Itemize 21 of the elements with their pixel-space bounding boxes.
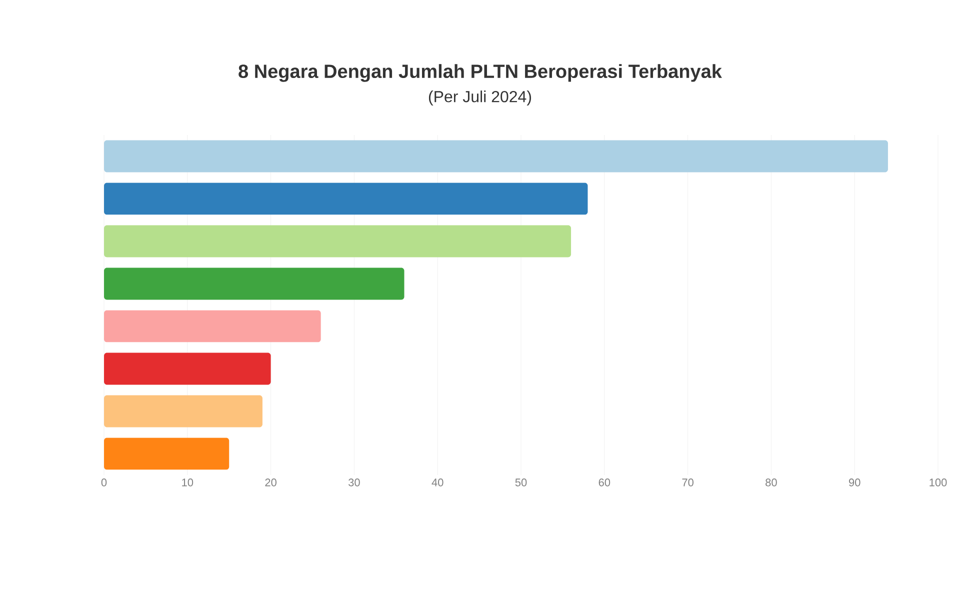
x-tick-label: 30 <box>348 478 360 486</box>
bar <box>104 395 262 428</box>
bar <box>104 438 230 470</box>
chart-title: 8 Negara Dengan Jumlah PLTN Beroperasi Terbanyak <box>238 64 722 82</box>
x-tick-label: 70 <box>682 478 694 486</box>
x-tick-label: 50 <box>515 478 527 486</box>
x-tick-label: 80 <box>766 478 777 486</box>
x-tick-label: 10 <box>182 478 194 486</box>
x-tick-label: 100 <box>930 478 947 486</box>
bar <box>104 140 888 172</box>
x-tick-label: 90 <box>849 478 860 486</box>
x-tick-label: 40 <box>432 478 444 486</box>
bar <box>104 352 271 385</box>
bar <box>104 182 588 215</box>
x-tick-label: 20 <box>265 478 276 486</box>
x-tick-label: 0 <box>101 478 107 486</box>
x-tick-label: 60 <box>598 478 610 486</box>
chart-subtitle: (Per Juli 2024) <box>428 90 531 106</box>
bar <box>104 268 404 300</box>
bar <box>104 310 321 342</box>
bar <box>104 225 572 258</box>
